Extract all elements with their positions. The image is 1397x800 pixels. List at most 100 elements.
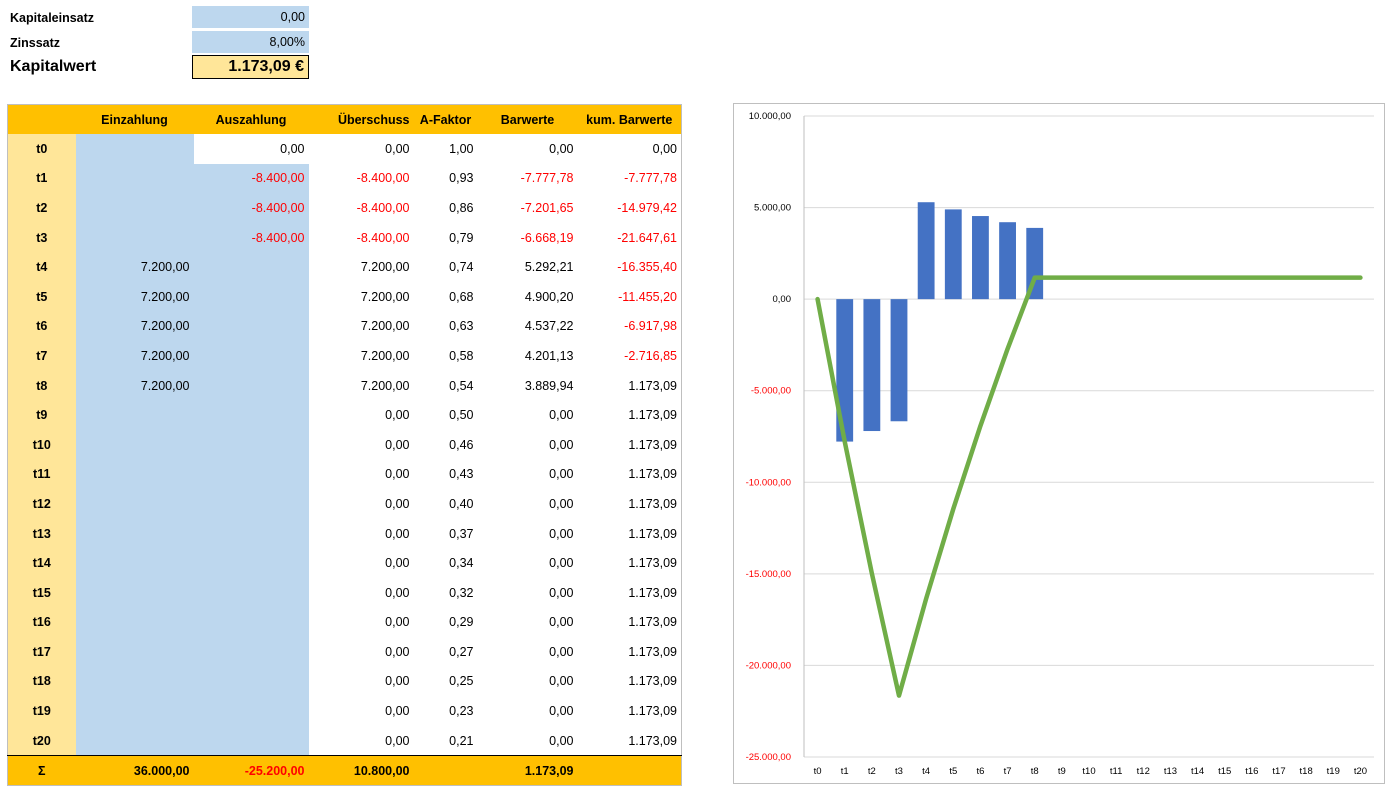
- cell-auszahlung[interactable]: [193, 548, 309, 578]
- cell-period: t11: [7, 459, 76, 490]
- y-tick-label: 0,00: [773, 294, 792, 305]
- table-row: t8 7.200,00 7.200,00 0,54 3.889,94 1.173,09: [7, 370, 682, 401]
- table-row: t9 0,00 0,50 0,00 1.173,09: [7, 400, 682, 430]
- cell-auszahlung[interactable]: [193, 459, 309, 490]
- cell-barwerte: 0,00: [549, 437, 574, 452]
- x-tick-label: t9: [1058, 766, 1066, 777]
- cell-barwerte: 0,00: [549, 408, 574, 423]
- table-row: t17 0,00 0,27 0,00 1.173,09: [7, 637, 682, 667]
- cell-einzahlung[interactable]: [75, 518, 194, 549]
- cell-a-faktor: 0,34: [449, 556, 474, 571]
- sum-row: Σ 36.000,00 -25.200,00 10.800,00 1.173,0…: [7, 755, 682, 786]
- cell-auszahlung[interactable]: [193, 311, 309, 342]
- cell-auszahlung[interactable]: [193, 400, 309, 430]
- cell-auszahlung[interactable]: [193, 577, 309, 608]
- cell-kum-barwerte: 1.173,09: [628, 585, 677, 600]
- zinssatz-input[interactable]: 8,00%: [192, 31, 309, 53]
- cell-auszahlung[interactable]: [193, 637, 309, 667]
- cell-kum-barwerte: 1.173,09: [628, 496, 677, 511]
- cell-auszahlung[interactable]: [193, 252, 309, 282]
- table-row: t7 7.200,00 7.200,00 0,58 4.201,13 -2.716,85: [7, 341, 682, 371]
- cell-einzahlung[interactable]: 7.200,00: [75, 341, 194, 371]
- cell-auszahlung[interactable]: [193, 341, 309, 371]
- cell-period: t6: [7, 311, 76, 342]
- cell-einzahlung[interactable]: [75, 134, 194, 164]
- cell-auszahlung[interactable]: [193, 696, 309, 726]
- cell-kum-barwerte: 1.173,09: [628, 467, 677, 482]
- cell-period: t12: [7, 489, 76, 519]
- y-tick-label: -10.000,00: [746, 477, 791, 488]
- table-row: t13 0,00 0,37 0,00 1.173,09: [7, 518, 682, 549]
- cell-einzahlung[interactable]: [75, 725, 194, 756]
- x-tick-label: t16: [1245, 766, 1258, 777]
- cell-einzahlung[interactable]: 7.200,00: [75, 370, 194, 401]
- cashflow-table: Einzahlung Auszahlung Überschuss A-Fakto…: [7, 104, 682, 787]
- cell-einzahlung[interactable]: 7.200,00: [75, 311, 194, 342]
- cell-a-faktor: 0,32: [449, 585, 474, 600]
- barwert-chart[interactable]: 10.000,00 5.000,00 0,00 -5.000,00 -10.000,00…: [733, 103, 1385, 784]
- kapitalwert-label: Kapitalwert: [10, 58, 97, 75]
- table-row: t2 -8.400,00 -8.400,00 0,86 -7.201,65 -14.979…: [7, 193, 682, 223]
- cell-barwerte: 4.201,13: [524, 348, 574, 363]
- cell-einzahlung[interactable]: [75, 696, 194, 726]
- header-ueberschuss: Überschuss: [308, 104, 414, 134]
- cell-auszahlung[interactable]: [193, 607, 309, 638]
- cell-einzahlung[interactable]: [75, 222, 194, 253]
- cell-kum-barwerte: 1.173,09: [628, 733, 677, 748]
- cell-auszahlung[interactable]: -8.400,00: [193, 163, 309, 194]
- cell-kum-barwerte: -6.917,98: [624, 319, 677, 334]
- cell-einzahlung[interactable]: [75, 577, 194, 608]
- cell-auszahlung[interactable]: [193, 666, 309, 697]
- cell-kum-barwerte: 1.173,09: [628, 556, 677, 571]
- header-kum-barwerte: kum. Barwerte: [577, 104, 682, 134]
- cell-a-faktor: 0,93: [449, 171, 474, 186]
- cell-barwerte: -6.668,19: [520, 230, 574, 245]
- cell-einzahlung[interactable]: [75, 548, 194, 578]
- cell-auszahlung[interactable]: [193, 725, 309, 756]
- cell-period: t19: [7, 696, 76, 726]
- cell-auszahlung[interactable]: -8.400,00: [193, 222, 309, 253]
- cell-kum-barwerte: 1.173,09: [628, 526, 677, 541]
- cell-einzahlung[interactable]: [75, 489, 194, 519]
- table-row: t14 0,00 0,34 0,00 1.173,09: [7, 548, 682, 578]
- cell-period: t20: [7, 725, 76, 756]
- cell-auszahlung[interactable]: -8.400,00: [193, 193, 309, 223]
- cell-period: t4: [7, 252, 76, 282]
- cell-auszahlung[interactable]: [193, 518, 309, 549]
- kapitalwert-result[interactable]: 1.173,09 €: [192, 55, 309, 79]
- cell-einzahlung[interactable]: [75, 429, 194, 460]
- sum-einzahlung: 36.000,00: [75, 755, 194, 786]
- cell-a-faktor: 0,63: [449, 319, 474, 334]
- cell-einzahlung[interactable]: [75, 607, 194, 638]
- y-tick-label: -25.000,00: [746, 752, 791, 763]
- cell-einzahlung[interactable]: [75, 400, 194, 430]
- cell-einzahlung[interactable]: [75, 193, 194, 223]
- table-row: t19 0,00 0,23 0,00 1.173,09: [7, 696, 682, 726]
- cell-barwerte: 0,00: [549, 674, 574, 689]
- cell-einzahlung[interactable]: [75, 459, 194, 490]
- cell-einzahlung[interactable]: 7.200,00: [75, 281, 194, 312]
- kapitaleinsatz-label: Kapitaleinsatz: [10, 11, 95, 25]
- cell-ueberschuss: 7.200,00: [360, 289, 410, 304]
- kapitaleinsatz-input[interactable]: 0,00: [192, 6, 309, 28]
- cell-ueberschuss: 0,00: [385, 141, 410, 156]
- cell-auszahlung[interactable]: [193, 489, 309, 519]
- cell-a-faktor: 0,54: [449, 378, 474, 393]
- cell-kum-barwerte: 1.173,09: [628, 674, 677, 689]
- cell-a-faktor: 0,58: [449, 348, 474, 363]
- cell-einzahlung[interactable]: [75, 666, 194, 697]
- x-tick-label: t12: [1137, 766, 1150, 777]
- sum-barwerte: 1.173,09: [477, 755, 578, 786]
- cell-auszahlung[interactable]: [193, 429, 309, 460]
- cell-einzahlung[interactable]: 7.200,00: [75, 252, 194, 282]
- cell-period: t18: [7, 666, 76, 697]
- cell-auszahlung[interactable]: [193, 281, 309, 312]
- cell-einzahlung[interactable]: [75, 163, 194, 194]
- cell-auszahlung[interactable]: [193, 370, 309, 401]
- x-tick-label: t1: [841, 766, 849, 777]
- cell-ueberschuss: 7.200,00: [360, 348, 410, 363]
- cell-einzahlung[interactable]: [75, 637, 194, 667]
- cell-kum-barwerte: -16.355,40: [617, 260, 677, 275]
- cell-period: t3: [7, 222, 76, 253]
- x-tick-label: t4: [922, 766, 930, 777]
